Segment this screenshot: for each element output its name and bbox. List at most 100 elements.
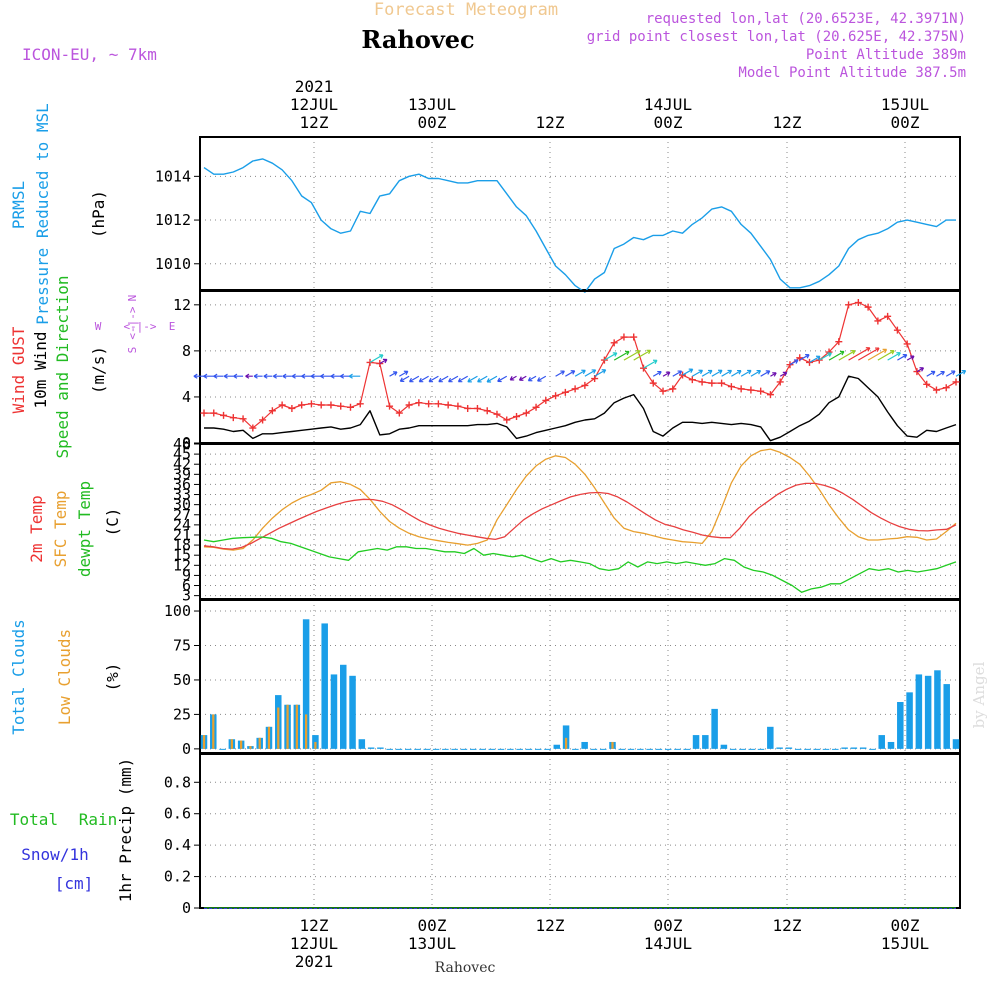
wind-direction-arrow	[672, 370, 683, 377]
compass-axis-vertical: <-|->	[126, 306, 139, 339]
top-label-1-date: 13JUL	[408, 95, 456, 114]
gust-marker	[395, 409, 403, 417]
pressure-panel: 1010 1012 1014	[155, 136, 961, 293]
total-clouds-bar	[785, 747, 793, 749]
gust-marker	[405, 401, 413, 409]
gust-marker	[317, 401, 325, 409]
bottom-label-3-hour: 00Z	[654, 916, 683, 935]
gust-marker	[366, 358, 374, 366]
wind-direction-arrow	[858, 347, 880, 361]
y-tick-label: 0	[182, 434, 191, 452]
gust-marker	[483, 407, 491, 415]
gust-line	[204, 301, 957, 429]
compass-west: W	[95, 320, 102, 333]
gust-marker	[327, 401, 335, 409]
y-tick-label: 3	[182, 587, 191, 605]
y-tick-label: 1012	[155, 211, 191, 229]
top-label-0-year: 2021	[295, 77, 334, 96]
gust-marker	[766, 391, 774, 399]
wind-direction-arrow	[428, 375, 439, 383]
clouds-panel: 0 25 50 75 100	[164, 599, 961, 758]
precip-axis-label: 1hr Precip (mm)	[116, 758, 135, 903]
y-tick-label: 33	[173, 486, 191, 504]
gust-marker	[806, 358, 814, 366]
gust-marker	[337, 402, 345, 410]
wind-direction-arrow	[692, 369, 704, 377]
low-clouds-bar	[240, 740, 243, 749]
low-clouds-bar	[564, 737, 568, 749]
low-clouds-bar	[611, 741, 614, 749]
dewpt-temp-label: dewpt Temp	[75, 481, 94, 577]
gust-marker	[278, 401, 286, 409]
top-label-0-hour: 12Z	[300, 113, 329, 132]
gust-marker	[552, 392, 560, 400]
wind-direction-arrow	[652, 370, 662, 377]
wind-direction-arrow	[457, 375, 468, 383]
wind-direction-arrow	[770, 372, 777, 377]
total-clouds-bar	[859, 747, 867, 749]
credit-label: by Angel	[970, 661, 988, 728]
sfc-temp-label: SFC Temp	[51, 490, 70, 567]
gust-marker	[698, 378, 706, 386]
gust-marker	[386, 402, 394, 410]
gust-marker	[679, 371, 687, 379]
wind-line	[204, 375, 957, 442]
gust-marker	[532, 403, 540, 411]
wind-direction-arrow	[945, 370, 956, 377]
dewpt-line	[203, 536, 957, 593]
temp-unit: (C)	[103, 508, 122, 537]
y-tick-label: 39	[173, 465, 191, 483]
wind-direction-arrow	[799, 354, 810, 361]
low-clouds-bar	[258, 737, 261, 749]
total-clouds-label: Total Clouds	[9, 619, 28, 735]
wind-direction-arrow	[789, 359, 799, 366]
total-clouds-bar	[915, 674, 923, 749]
wind-direction-arrow	[623, 350, 641, 361]
wind-direction-arrow	[418, 375, 429, 383]
clouds-unit: (%)	[103, 663, 122, 692]
gust-marker	[200, 409, 208, 417]
wind-direction-arrow	[213, 373, 224, 379]
total-clouds-bar	[367, 747, 375, 749]
wind-direction-arrow	[245, 373, 253, 379]
y-tick-label: 12	[173, 556, 191, 574]
gust-marker	[288, 404, 296, 412]
wind-direction-arrow	[399, 375, 410, 382]
y-tick-label: 42	[173, 455, 191, 473]
y-tick-label: 0	[182, 899, 191, 917]
y-tick-label: 25	[173, 705, 191, 723]
total-clouds-bar	[711, 708, 718, 749]
total-clouds-bar	[302, 619, 310, 749]
wind-direction-arrow	[320, 373, 331, 379]
wind-direction-arrow	[477, 375, 488, 383]
gust-marker	[229, 414, 237, 422]
y-tick-label: 15	[173, 546, 191, 564]
requested-coords: requested lon,lat (20.6523E, 42.3971N)	[646, 11, 966, 27]
gust-marker	[864, 303, 872, 311]
gust-marker	[415, 399, 423, 407]
wind-speed-dir-label: Speed and Direction	[53, 275, 72, 458]
location-title: Rahovec	[361, 25, 474, 54]
compass-south: S	[126, 347, 139, 354]
wind-direction-arrow	[662, 371, 671, 377]
wind-labels: Wind GUST 10m Wind Speed and Direction (…	[9, 275, 108, 458]
wind-direction-arrow	[348, 373, 361, 379]
wind-direction-arrow	[838, 350, 856, 361]
bottom-label-5-date: 15JUL	[881, 934, 929, 953]
y-tick-label: 30	[173, 496, 191, 514]
low-clouds-bar	[286, 704, 289, 749]
bottom-time-axis: 12Z 12JUL 2021 00Z 13JUL 12Z 00Z 14JUL 1…	[290, 916, 929, 971]
total-clouds-bar	[377, 747, 384, 749]
model-altitude: Model Point Altitude 387.5m	[738, 65, 966, 81]
wind-direction-arrow	[643, 359, 658, 369]
gust-marker	[220, 411, 228, 419]
wind-direction-arrow	[682, 368, 694, 376]
wind-direction-arrow	[906, 355, 915, 361]
total-clouds-bar	[340, 664, 347, 749]
bottom-label-0-year: 2021	[295, 952, 334, 971]
wind-direction-arrow	[379, 358, 388, 365]
top-label-5-date: 15JUL	[881, 95, 929, 114]
y-tick-label: 1010	[155, 255, 191, 273]
gust-marker	[503, 416, 511, 424]
